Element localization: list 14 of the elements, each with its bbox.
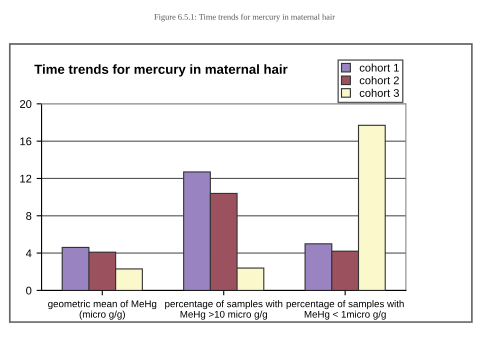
caption: Figure 6.5.1: Time trends for mercury in maternal hair (154, 14, 335, 22)
x-tick-label: geometric mean of MeHg (micro g/g) (48, 300, 156, 320)
chart-title: Time trends for mercury in maternal hair (34, 64, 288, 77)
y-tick-label: 12 (20, 174, 32, 182)
x-tick-label: percentage of samples with MeHg < 1micro g/g (286, 300, 404, 320)
y-tick-label: 16 (20, 137, 32, 146)
legend-label: cohort 3 (360, 88, 399, 97)
y-tick-label: 4 (26, 249, 32, 258)
y-tick-label: 20 (20, 100, 32, 108)
y-tick-label: 0 (26, 286, 32, 295)
legend-label: cohort 1 (360, 64, 399, 72)
legend-label: cohort 2 (360, 76, 399, 84)
y-tick-label: 8 (26, 212, 32, 220)
x-tick-label: percentage of samples with MeHg >10 micro g/g (165, 300, 282, 320)
